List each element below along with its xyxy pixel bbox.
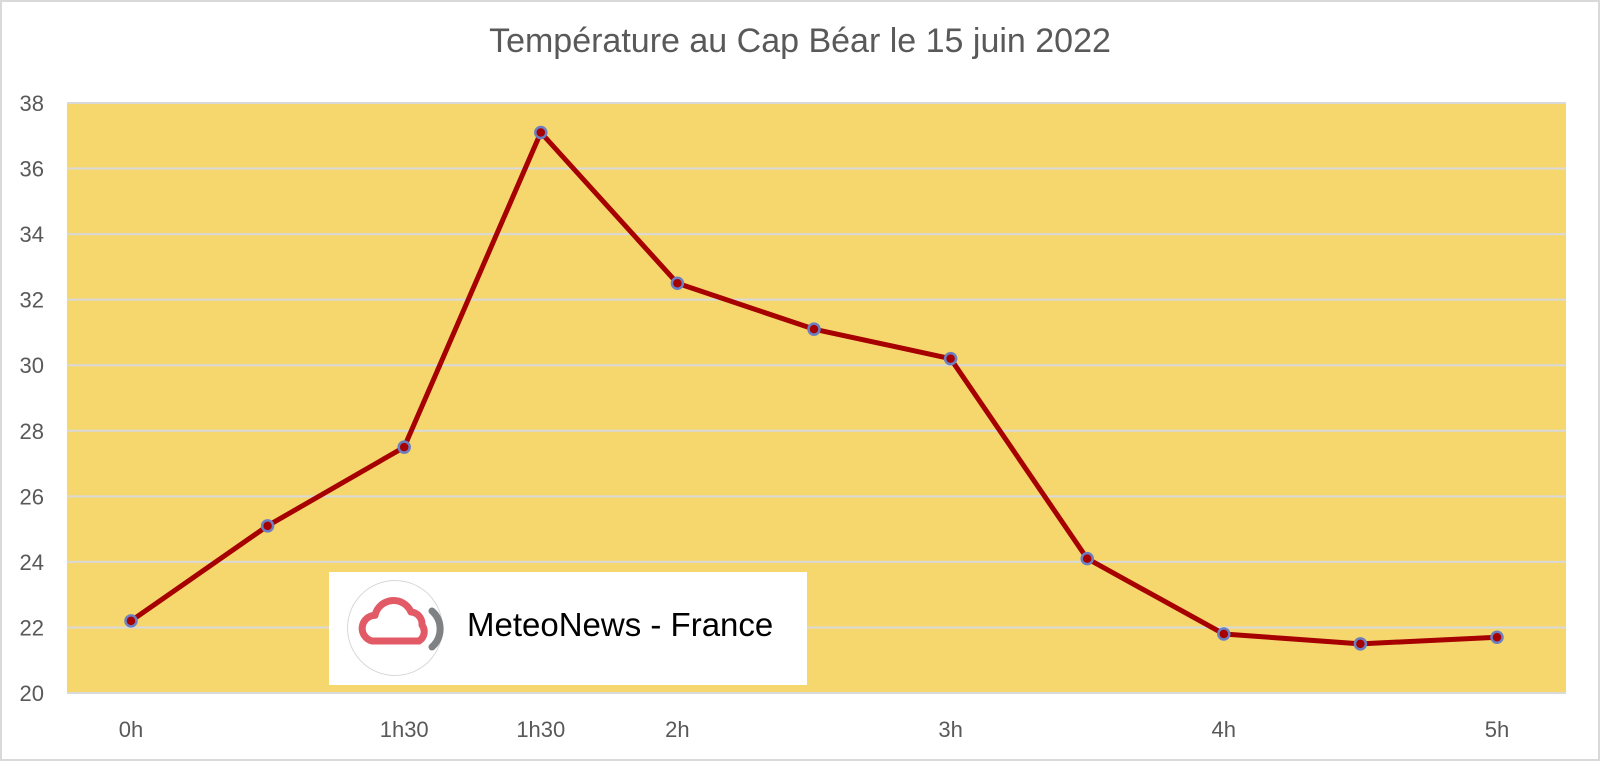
data-point	[1080, 551, 1094, 566]
data-point	[1217, 627, 1231, 641]
x-tick-label: 1h30	[380, 717, 429, 742]
y-tick-label: 32	[20, 288, 44, 313]
data-point	[534, 125, 548, 140]
plot-area	[67, 103, 1566, 693]
y-tick-label: 30	[20, 353, 44, 378]
x-tick-label: 0h	[119, 717, 143, 742]
watermark-text: MeteoNews - France	[467, 606, 774, 643]
cloud-logo-icon	[347, 580, 444, 676]
data-point	[670, 276, 685, 291]
y-tick-label: 20	[20, 681, 44, 706]
y-tick-label: 38	[20, 91, 44, 116]
y-axis-tick-labels: 20 22 24 26 28 30 32 34 36 38	[20, 91, 44, 706]
meteonews-watermark: MeteoNews - France	[329, 572, 807, 685]
data-point	[807, 322, 821, 336]
y-tick-label: 36	[20, 157, 44, 182]
x-tick-label: 1h30	[516, 717, 565, 742]
x-tick-label: 2h	[665, 717, 689, 742]
x-axis-tick-labels: 0h 1h30 1h30 2h 3h 4h 5h	[119, 717, 1509, 742]
chart-title: Température au Cap Béar le 15 juin 2022	[489, 22, 1111, 60]
y-tick-label: 22	[20, 615, 44, 640]
data-point	[1490, 630, 1504, 645]
x-tick-label: 3h	[938, 717, 962, 742]
data-point	[124, 614, 138, 628]
data-point	[260, 519, 275, 533]
data-point	[943, 351, 958, 366]
data-point	[1353, 637, 1368, 651]
y-tick-label: 28	[20, 419, 44, 444]
data-point	[397, 440, 411, 454]
y-tick-label: 26	[20, 484, 44, 509]
x-tick-label: 4h	[1212, 717, 1236, 742]
y-tick-label: 34	[20, 222, 44, 247]
y-tick-label: 24	[20, 550, 44, 575]
series-temperature	[124, 125, 1504, 651]
x-tick-label: 5h	[1485, 717, 1509, 742]
